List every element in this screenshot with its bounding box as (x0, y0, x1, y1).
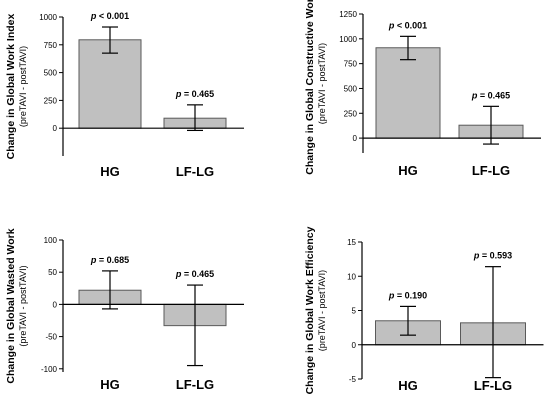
category-label-lf-lg: LF-LG (176, 164, 214, 179)
y-tick-label: 250 (344, 109, 358, 118)
category-label-lf-lg: LF-LG (176, 377, 214, 392)
y-tick-label: 1000 (339, 35, 357, 44)
category-label-hg: HG (100, 377, 120, 392)
y-tick-label: 500 (44, 69, 58, 78)
chart-panel-4: -5 0 5 10 15 p = 0.190 HG p = 0.593 LF-LG Change … (304, 226, 544, 394)
y-axis-sublabel: (preTAVI - postTAVI) (18, 46, 28, 127)
p-value-label: p < 0.001 (90, 11, 129, 21)
category-label-hg: HG (398, 378, 418, 393)
y-axis-label: Change in Global Wasted Work (5, 228, 17, 383)
chart-panel-3: -100 -50 0 50 100 p = 0.685 HG p = 0.465 LF-LG Ch… (5, 228, 244, 392)
y-axis-sublabel: (preTAVI - postTAVI) (18, 265, 28, 346)
y-tick-label: 250 (44, 96, 58, 105)
y-tick-label: 0 (53, 124, 58, 133)
category-label-lf-lg: LF-LG (474, 378, 512, 393)
p-value-label: p = 0.465 (175, 269, 214, 279)
chart-panel-1: 0 250 500 750 1000 p < 0.001 HG p = 0.465 LF-LG C… (5, 11, 244, 179)
y-tick-label: 50 (48, 268, 57, 277)
y-axis-sublabel: (preTAVI - postTAVI) (317, 270, 327, 351)
category-label-lf-lg: LF-LG (472, 163, 510, 178)
y-tick-label: 0 (53, 300, 58, 309)
y-tick-label: 500 (344, 84, 358, 93)
y-axis-label: Change in Global Work Efficiency (304, 226, 316, 394)
y-tick-label: 5 (352, 307, 357, 316)
p-value-label: p = 0.593 (473, 251, 512, 261)
y-axis-label: Change in Global Work Index (5, 14, 17, 160)
y-tick-label: 1000 (39, 13, 57, 22)
y-tick-label: -50 (45, 333, 57, 342)
y-axis-sublabel: (preTAVI - postTAVI) (317, 43, 327, 124)
p-value-label: p < 0.001 (388, 20, 427, 30)
bar-hg (375, 47, 441, 139)
y-tick-label: 0 (353, 134, 358, 143)
bar-hg (78, 39, 142, 129)
y-axis-label: Change in Global Constructive Work (304, 0, 316, 175)
p-value-label: p = 0.190 (388, 290, 427, 300)
y-tick-label: 0 (352, 341, 357, 350)
category-label-hg: HG (398, 163, 418, 178)
p-value-label: p = 0.465 (175, 89, 214, 99)
category-label-hg: HG (100, 164, 120, 179)
y-tick-label: -100 (41, 365, 58, 374)
y-tick-label: 1250 (339, 10, 357, 19)
y-tick-label: 10 (347, 272, 356, 281)
p-value-label: p = 0.685 (90, 255, 129, 265)
y-tick-label: 750 (344, 60, 358, 69)
p-value-label: p = 0.465 (471, 90, 510, 100)
y-tick-label: -5 (349, 375, 357, 384)
y-tick-label: 15 (347, 238, 356, 247)
y-tick-label: 100 (44, 236, 58, 245)
chart-panel-2: 0 250 500 750 1000 1250 p < 0.001 HG p = 0.465 LF… (304, 0, 541, 178)
y-tick-label: 750 (44, 41, 58, 50)
